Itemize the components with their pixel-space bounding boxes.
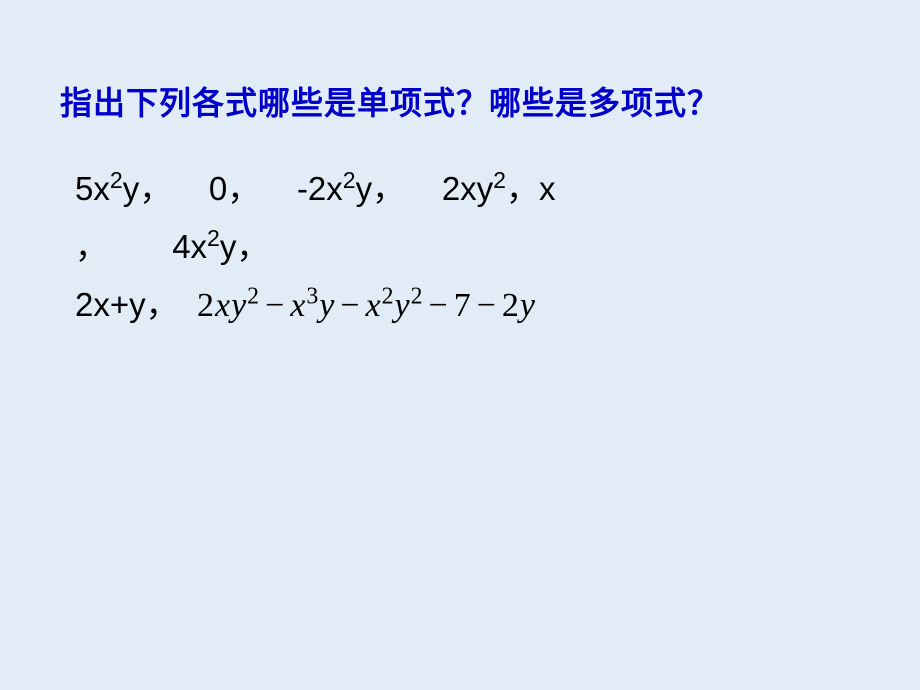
line-2: ， 4x2y，	[75, 218, 860, 276]
polynomial-expression: 2xy2−x3y−x2y2−7−2y	[197, 287, 536, 324]
line-1: 5x2y， 0， -2x2y， 2xy2，x	[75, 160, 860, 218]
term-0: 0，	[209, 160, 260, 218]
term-comma: ，	[75, 218, 108, 276]
term-4x2y: 4x2y，	[172, 218, 269, 276]
term-2x-plus-y: 2x+y，	[75, 276, 197, 334]
question-title: 指出下列各式哪些是单项式？哪些是多项式？	[60, 78, 880, 124]
expression-list: 5x2y， 0， -2x2y， 2xy2，x ， 4x2y， 2x+y， 2xy…	[75, 160, 860, 335]
line-3: 2x+y， 2xy2−x3y−x2y2−7−2y	[75, 276, 860, 336]
term-2xy2: 2xy2，	[442, 160, 539, 218]
term-neg2x2y: -2x2y，	[297, 160, 405, 218]
term-x: x	[539, 160, 556, 218]
term-5x2y: 5x2y，	[75, 160, 172, 218]
